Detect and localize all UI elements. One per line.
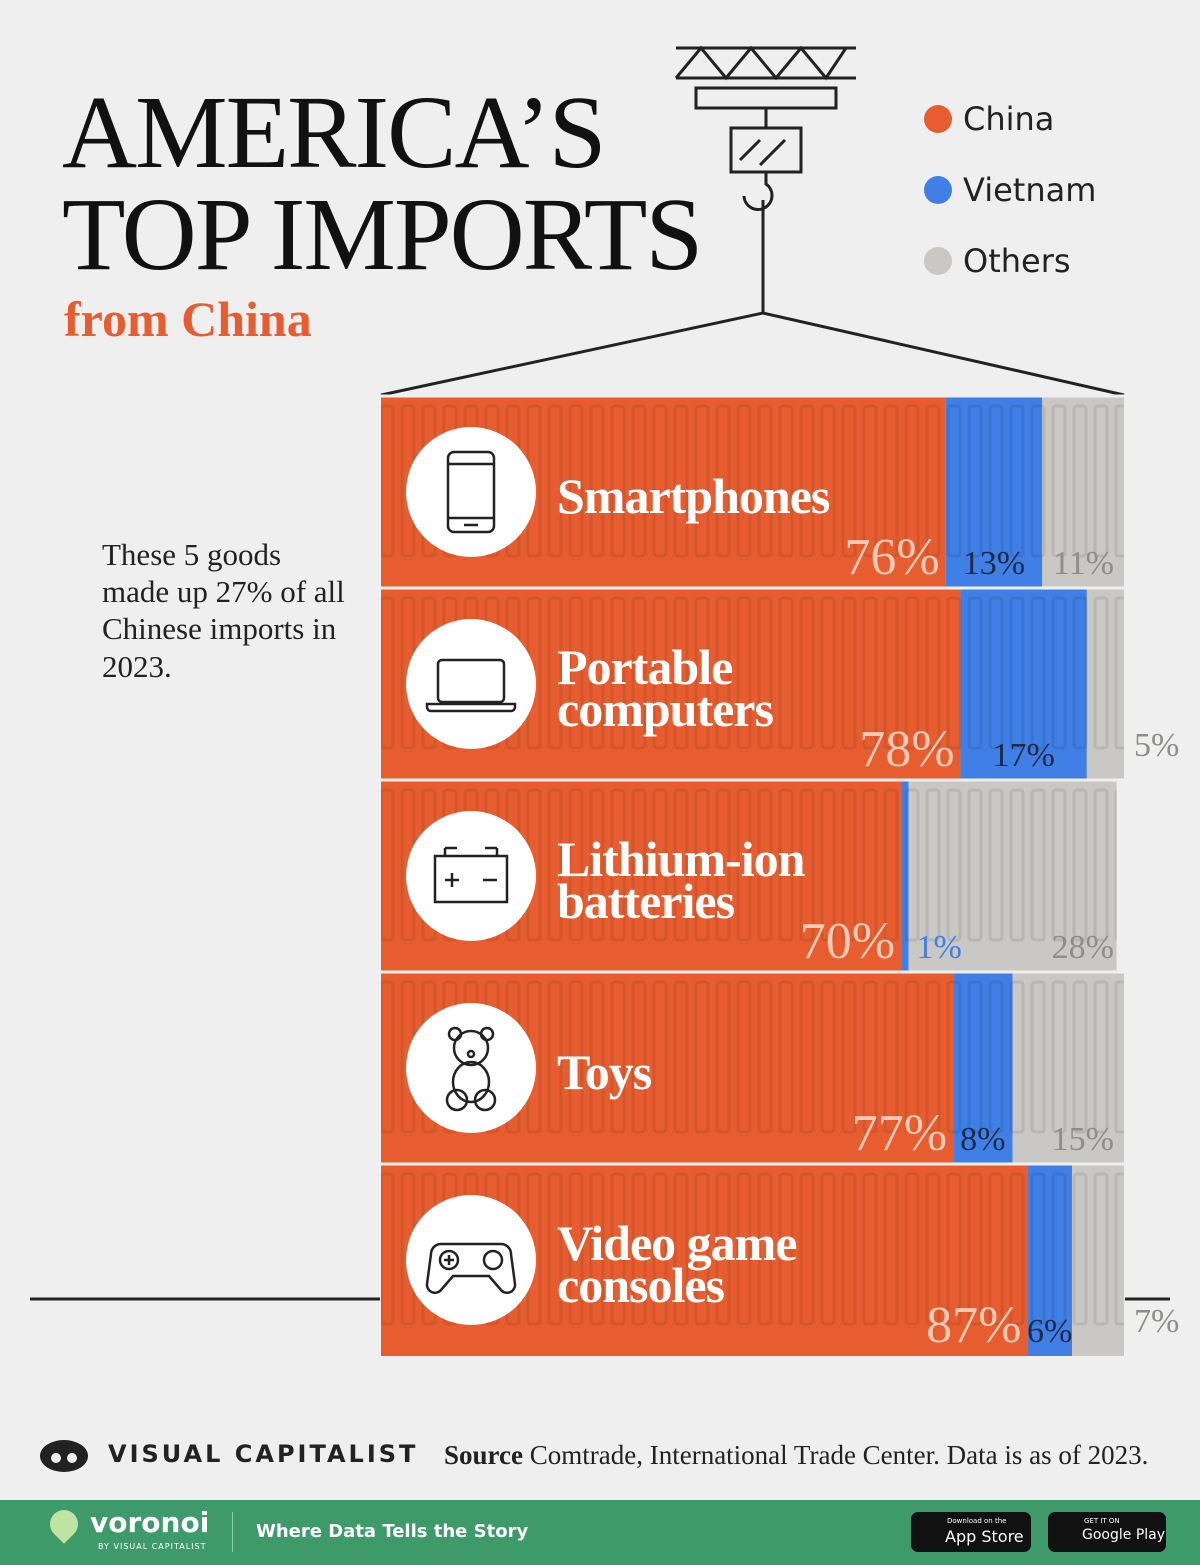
source: Source Comtrade, International Trade Cen… (444, 1440, 1148, 1471)
value-label: 77% (852, 1105, 947, 1162)
brand-icon-eye (67, 1453, 77, 1463)
subtitle: from China (64, 291, 312, 347)
title: AMERICA’S TOP IMPORTS (62, 75, 703, 292)
category-label: Video game consoles (557, 1215, 798, 1313)
category-icon (446, 450, 496, 534)
icon-circle (406, 811, 536, 941)
legend-label: Vietnam (963, 171, 1097, 209)
legend-label: Others (963, 242, 1071, 280)
google-play-button[interactable]: GET IT ON Google Play (1048, 1512, 1166, 1552)
value-label: 13% (963, 545, 1025, 582)
divider (232, 1512, 233, 1552)
icon-circle (406, 427, 536, 557)
category-icon (445, 1026, 497, 1112)
value-label: 76% (844, 529, 939, 586)
bar-segment (1071, 1164, 1124, 1356)
legend-marker (924, 247, 952, 275)
app-store-small: Download on the (947, 1517, 1007, 1525)
value-label: 87% (926, 1297, 1021, 1354)
value-label: 6% (1027, 1313, 1072, 1350)
legend-marker (924, 176, 952, 204)
footer: voronoi BY VISUAL CAPITALIST Where Data … (0, 1500, 1200, 1565)
value-label: 15% (1052, 1121, 1114, 1158)
category-label: Smartphones (557, 468, 830, 524)
legend-label: China (963, 100, 1055, 138)
category-label: Toys (557, 1044, 652, 1100)
value-label: 78% (859, 721, 954, 778)
icon-circle (406, 1003, 536, 1133)
category-label: Portable computers (557, 639, 774, 737)
value-label: 28% (1052, 929, 1114, 966)
legend-marker (924, 105, 952, 133)
tagline: Where Data Tells the Story (256, 1521, 529, 1542)
footer-logo-sub: BY VISUAL CAPITALIST (98, 1542, 207, 1551)
value-label: 70% (800, 913, 895, 970)
category-label: Lithium-ion batteries (557, 831, 805, 929)
app-store-button[interactable]: Download on the App Store (911, 1512, 1031, 1552)
value-label: 1% (917, 929, 962, 966)
footer-logo: voronoi (90, 1506, 210, 1539)
value-label: 11% (1053, 545, 1114, 582)
value-label: 5% (1134, 727, 1179, 764)
brand: VISUAL CAPITALIST (108, 1440, 419, 1468)
source-label: Source (444, 1440, 523, 1470)
voronoi-icon (44, 1504, 84, 1544)
google-play-small: GET IT ON (1084, 1517, 1120, 1525)
value-label: 7% (1134, 1303, 1179, 1340)
annotation: These 5 goods made up 27% of all Chinese… (102, 537, 345, 684)
app-store-label: App Store (945, 1527, 1024, 1546)
icon-circle (406, 1195, 536, 1325)
google-play-label: Google Play (1082, 1527, 1166, 1543)
value-label: 17% (993, 737, 1055, 774)
icon-circle (406, 619, 536, 749)
category-icon (425, 1242, 517, 1294)
bar-segment (1086, 588, 1124, 780)
value-label: 8% (960, 1121, 1005, 1158)
brand-icon (40, 1440, 88, 1472)
bar-segment (901, 780, 909, 972)
crane-icon (30, 45, 1170, 1301)
category-icon (433, 846, 509, 904)
source-text: Comtrade, International Trade Center. Da… (529, 1440, 1149, 1470)
category-icon (425, 658, 517, 713)
brand-icon-eye (51, 1453, 61, 1463)
